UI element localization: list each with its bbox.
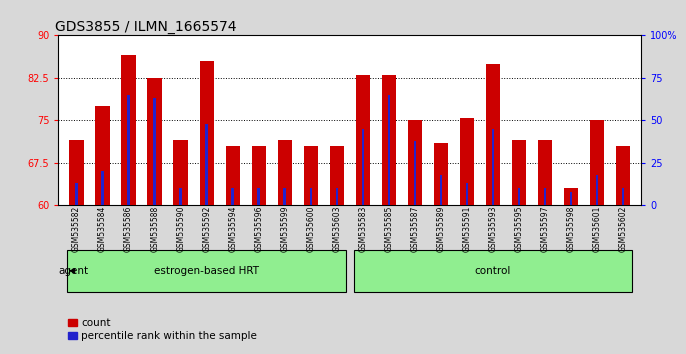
Bar — [492, 129, 495, 205]
Bar — [69, 140, 84, 205]
Text: control: control — [475, 266, 511, 276]
Text: GSM535593: GSM535593 — [488, 205, 497, 252]
Bar — [278, 140, 292, 205]
Text: GSM535597: GSM535597 — [541, 205, 549, 252]
Text: GSM535587: GSM535587 — [410, 205, 419, 252]
Bar — [356, 75, 370, 205]
Bar — [95, 106, 110, 205]
Bar — [75, 183, 78, 205]
Text: GSM535583: GSM535583 — [358, 205, 368, 252]
Bar — [466, 183, 469, 205]
Bar — [518, 188, 521, 205]
Bar — [179, 188, 182, 205]
Bar — [304, 146, 318, 205]
Text: agent: agent — [59, 266, 89, 276]
Text: GSM535592: GSM535592 — [202, 205, 211, 252]
Bar — [252, 146, 266, 205]
Text: GSM535588: GSM535588 — [150, 205, 159, 252]
Bar — [596, 175, 598, 205]
Text: GSM535589: GSM535589 — [436, 205, 445, 252]
Text: GSM535586: GSM535586 — [124, 205, 133, 252]
Bar — [226, 146, 240, 205]
Text: GSM535582: GSM535582 — [72, 205, 81, 252]
Bar — [414, 141, 416, 205]
Text: GSM535603: GSM535603 — [332, 205, 342, 252]
Bar — [121, 55, 136, 205]
Bar — [440, 175, 442, 205]
Bar — [381, 75, 396, 205]
Bar — [538, 140, 552, 205]
Bar — [257, 188, 260, 205]
Bar — [434, 143, 448, 205]
Text: GSM535600: GSM535600 — [307, 205, 316, 252]
Text: GSM535602: GSM535602 — [619, 205, 628, 252]
Bar — [388, 95, 390, 205]
Bar — [544, 188, 546, 205]
Text: estrogen-based HRT: estrogen-based HRT — [154, 266, 259, 276]
Bar — [486, 64, 500, 205]
Bar — [616, 146, 630, 205]
Bar — [231, 188, 234, 205]
Bar — [102, 171, 104, 205]
Text: GSM535585: GSM535585 — [384, 205, 393, 252]
Bar — [564, 188, 578, 205]
Bar — [205, 124, 208, 205]
Bar — [460, 118, 474, 205]
Bar — [407, 120, 422, 205]
Text: GSM535595: GSM535595 — [514, 205, 523, 252]
Bar — [200, 61, 214, 205]
Text: GSM535599: GSM535599 — [281, 205, 289, 252]
Bar — [154, 98, 156, 205]
Bar — [174, 140, 188, 205]
Bar — [309, 188, 312, 205]
Bar — [590, 120, 604, 205]
Text: GDS3855 / ILMN_1665574: GDS3855 / ILMN_1665574 — [56, 21, 237, 34]
Bar — [362, 129, 364, 205]
Bar — [283, 188, 286, 205]
Bar — [622, 188, 624, 205]
Bar — [354, 250, 632, 292]
Text: GSM535591: GSM535591 — [462, 205, 471, 252]
Text: GSM535590: GSM535590 — [176, 205, 185, 252]
Text: GSM535584: GSM535584 — [98, 205, 107, 252]
Bar — [335, 188, 338, 205]
Text: GSM535594: GSM535594 — [228, 205, 237, 252]
Bar — [147, 78, 162, 205]
Text: GSM535601: GSM535601 — [593, 205, 602, 252]
Bar — [67, 250, 346, 292]
Bar — [128, 95, 130, 205]
Legend: count, percentile rank within the sample: count, percentile rank within the sample — [64, 314, 261, 345]
Bar — [570, 192, 572, 205]
Bar — [330, 146, 344, 205]
Bar — [512, 140, 526, 205]
Text: GSM535596: GSM535596 — [255, 205, 263, 252]
Text: GSM535598: GSM535598 — [567, 205, 576, 252]
